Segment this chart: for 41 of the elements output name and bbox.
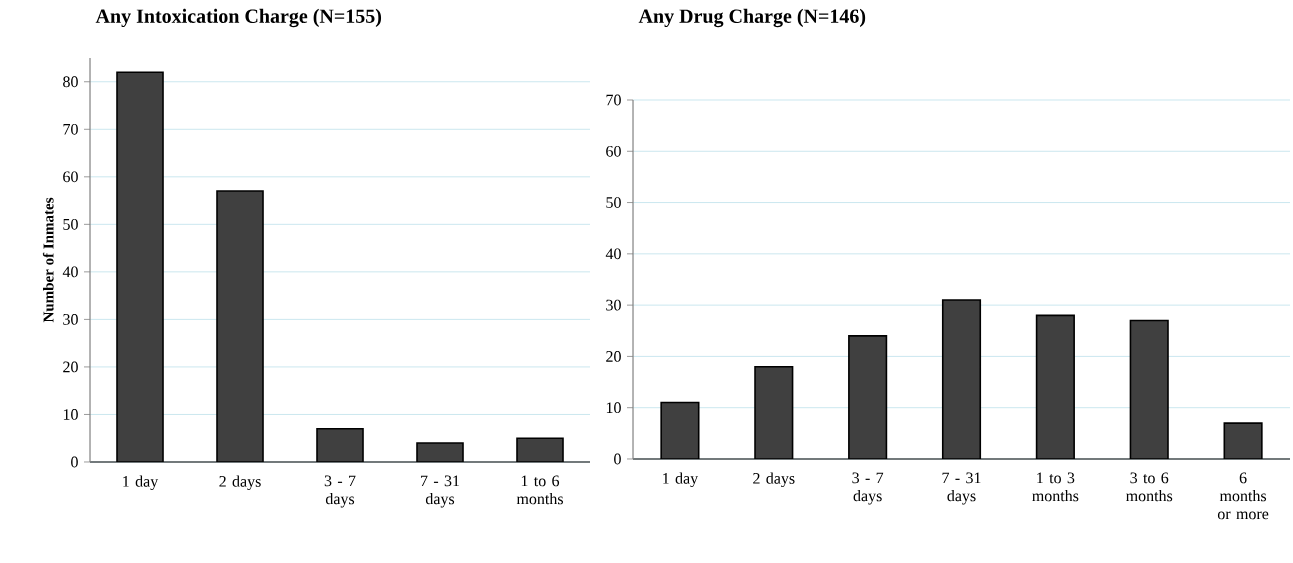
y-tick-label: 40 <box>605 248 621 260</box>
y-tick-label: 80 <box>63 76 78 88</box>
y-tick-label: 20 <box>63 361 78 373</box>
y-tick-label: 50 <box>63 218 78 230</box>
chart-title: Any Intoxication Charge (N=155) <box>95 8 382 28</box>
y-tick-label: 50 <box>606 197 621 208</box>
y-tick-label: 0 <box>614 453 621 465</box>
bar <box>754 365 794 459</box>
bar <box>1035 314 1075 459</box>
y-tick-label: 20 <box>606 351 621 362</box>
x-tick-label: 7 - 31 days <box>942 472 981 505</box>
x-tick-label: 1 day <box>663 472 699 488</box>
x-tick-label: 1 day <box>123 475 159 491</box>
bar <box>660 401 700 459</box>
y-tick-label: 30 <box>63 314 78 325</box>
chart-title: Any Drug Charge (N=146) <box>638 8 866 28</box>
y-tick-label: 10 <box>606 402 621 414</box>
x-tick-label: 3 to 6 months <box>1126 472 1173 502</box>
bar <box>216 190 264 462</box>
x-tick-label: 7 - 31 days <box>421 475 460 508</box>
bar <box>116 71 164 462</box>
bar <box>848 335 888 459</box>
x-tick-label: 2 days <box>219 475 261 491</box>
y-tick-label: 70 <box>606 94 621 106</box>
x-tick-label: 1 to 6 months <box>516 475 563 505</box>
y-tick-label: 70 <box>63 123 78 135</box>
bar <box>1223 422 1263 459</box>
y-tick-label: 40 <box>62 266 78 278</box>
x-tick-label: 2 days <box>753 472 795 488</box>
y-tick-label: 30 <box>606 299 621 311</box>
y-tick-label: 0 <box>71 456 78 468</box>
y-axis-title: Number of Inmates <box>42 197 54 323</box>
y-tick-label: 60 <box>606 145 621 157</box>
bar <box>941 299 982 459</box>
x-tick-label: 3 - 7 days <box>852 472 884 505</box>
y-tick-label: 10 <box>63 409 78 420</box>
x-tick-label: 6 months or more <box>1217 472 1269 520</box>
x-tick-label: 3 - 7 days <box>324 475 356 508</box>
bar <box>1129 319 1169 459</box>
y-tick-label: 60 <box>63 171 78 183</box>
x-tick-label: 1 to 3 months <box>1032 472 1079 502</box>
